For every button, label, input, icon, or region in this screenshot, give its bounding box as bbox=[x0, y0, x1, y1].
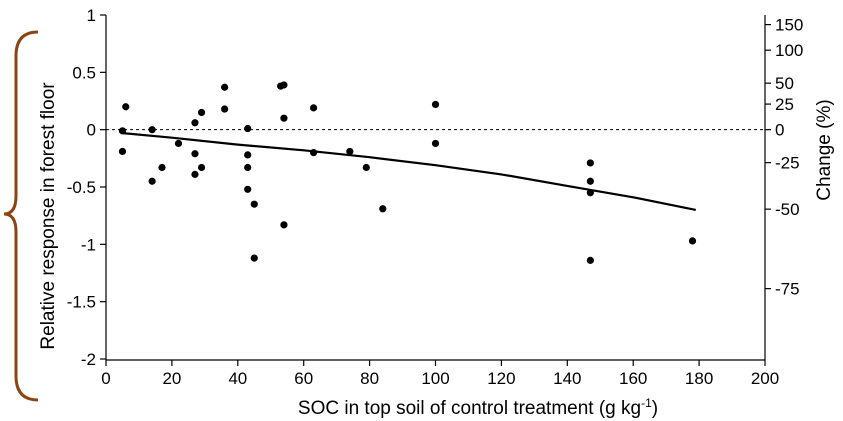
data-point bbox=[174, 139, 183, 148]
y2-tick-label: 50 bbox=[775, 74, 794, 93]
data-point bbox=[244, 185, 252, 193]
data-point bbox=[586, 177, 594, 185]
data-point bbox=[431, 139, 440, 148]
y-tick-label: -1 bbox=[81, 235, 96, 254]
y-tick-label: -2 bbox=[81, 350, 96, 369]
x-tick-label: 120 bbox=[487, 369, 515, 388]
data-point bbox=[586, 256, 594, 264]
x-tick-label: 60 bbox=[294, 369, 313, 388]
x-axis-title-suffix: ) bbox=[652, 398, 658, 419]
data-point bbox=[688, 237, 697, 245]
data-points bbox=[118, 81, 697, 264]
data-point bbox=[148, 126, 156, 134]
left-bracket bbox=[3, 30, 39, 402]
data-point bbox=[431, 100, 440, 109]
x-tick-label: 160 bbox=[619, 369, 647, 388]
y-tick-label: 1 bbox=[87, 6, 96, 25]
y2-tick-label: 0 bbox=[775, 121, 784, 140]
y-tick-label: 0 bbox=[87, 121, 96, 140]
data-point bbox=[122, 103, 130, 111]
y2-tick-label: -75 bbox=[775, 280, 800, 299]
x-tick-label: 200 bbox=[751, 369, 779, 388]
y2-tick-label: 150 bbox=[775, 16, 803, 35]
x-axis-title: SOC in top soil of control treatment (g … bbox=[298, 396, 658, 419]
data-point bbox=[197, 108, 206, 117]
y-tick-label: -0.5 bbox=[67, 178, 96, 197]
axes bbox=[105, 15, 766, 361]
y-axis-ticks: 1 0.5 0 -0.5 -1 -1.5 -2 bbox=[67, 6, 106, 369]
data-point bbox=[118, 127, 127, 135]
data-point bbox=[586, 159, 594, 167]
data-point bbox=[346, 147, 354, 156]
y-axis-title: Relative response in forest floor bbox=[38, 82, 59, 350]
x-tick-label: 180 bbox=[685, 369, 713, 388]
x-tick-label: 20 bbox=[162, 369, 181, 388]
data-point bbox=[280, 81, 288, 89]
data-point bbox=[118, 147, 127, 156]
x-tick-label: 0 bbox=[101, 369, 110, 388]
trend-line bbox=[122, 132, 697, 211]
data-point bbox=[250, 254, 258, 262]
data-point bbox=[244, 124, 252, 133]
data-point bbox=[158, 163, 166, 172]
data-point bbox=[148, 177, 156, 185]
y-tick-label: -1.5 bbox=[67, 293, 96, 312]
trend-line-group bbox=[122, 132, 697, 211]
x-tick-label: 80 bbox=[360, 369, 379, 388]
data-point bbox=[244, 151, 252, 159]
data-point bbox=[221, 83, 229, 91]
y2-tick-label: -25 bbox=[775, 154, 800, 173]
x-axis-ticks: 0 20 40 60 80 100 120 140 160 180 200 bbox=[101, 360, 779, 388]
y2-axis-title: Change (%) bbox=[814, 99, 835, 200]
data-point bbox=[379, 205, 387, 213]
data-point bbox=[280, 221, 288, 229]
y2-tick-label: -50 bbox=[775, 200, 800, 219]
data-point bbox=[197, 163, 206, 172]
data-point bbox=[250, 200, 258, 208]
data-point bbox=[191, 119, 199, 127]
data-point bbox=[586, 189, 594, 197]
x-tick-label: 140 bbox=[553, 369, 581, 388]
x-tick-label: 100 bbox=[421, 369, 449, 388]
data-point bbox=[309, 104, 318, 112]
data-point bbox=[191, 170, 199, 178]
data-point bbox=[309, 149, 318, 157]
y2-axis-ticks: 150 100 50 25 0 -25 -50 -75 bbox=[765, 16, 803, 299]
y2-tick-label: 100 bbox=[775, 41, 803, 60]
data-point bbox=[362, 163, 370, 172]
x-axis-title-main: SOC in top soil of control treatment (g … bbox=[298, 398, 641, 419]
x-axis-title-superscript: -1 bbox=[641, 396, 652, 410]
y2-tick-label: 25 bbox=[775, 95, 794, 114]
x-tick-label: 40 bbox=[228, 369, 247, 388]
y-tick-label: 0.5 bbox=[72, 63, 96, 82]
data-point bbox=[244, 163, 252, 172]
data-point bbox=[221, 105, 229, 113]
data-point bbox=[191, 150, 199, 158]
data-point bbox=[280, 114, 288, 122]
